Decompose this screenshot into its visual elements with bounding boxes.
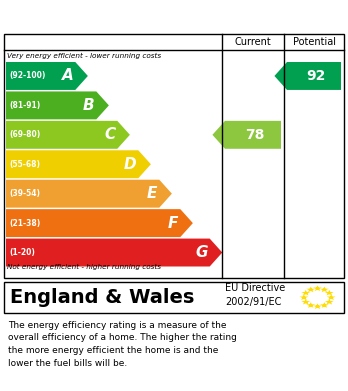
Text: F: F xyxy=(168,215,178,231)
Bar xyxy=(4,282,344,313)
Polygon shape xyxy=(300,294,308,300)
Text: (92-100): (92-100) xyxy=(9,72,45,81)
Polygon shape xyxy=(6,150,151,178)
Text: EU Directive
2002/91/EC: EU Directive 2002/91/EC xyxy=(225,283,285,307)
Text: Very energy efficient - lower running costs: Very energy efficient - lower running co… xyxy=(7,53,161,59)
Text: Not energy efficient - higher running costs: Not energy efficient - higher running co… xyxy=(7,264,161,270)
Polygon shape xyxy=(306,287,315,292)
Polygon shape xyxy=(301,299,310,305)
Text: Potential: Potential xyxy=(293,37,335,47)
Polygon shape xyxy=(6,239,222,267)
Text: Current: Current xyxy=(235,37,271,47)
Polygon shape xyxy=(212,121,281,149)
Text: C: C xyxy=(104,127,115,142)
Polygon shape xyxy=(327,294,335,300)
Polygon shape xyxy=(320,302,329,308)
Text: (39-54): (39-54) xyxy=(9,189,40,198)
Text: England & Wales: England & Wales xyxy=(10,288,195,307)
Text: (1-20): (1-20) xyxy=(9,248,35,257)
Text: G: G xyxy=(195,245,208,260)
Polygon shape xyxy=(313,303,322,309)
Polygon shape xyxy=(6,91,109,119)
Text: B: B xyxy=(83,98,94,113)
Polygon shape xyxy=(325,299,334,305)
Text: (21-38): (21-38) xyxy=(9,219,40,228)
Polygon shape xyxy=(301,290,310,296)
Polygon shape xyxy=(275,62,341,90)
Text: 78: 78 xyxy=(245,128,265,142)
Polygon shape xyxy=(306,302,315,308)
Text: 92: 92 xyxy=(306,69,326,83)
Polygon shape xyxy=(313,285,322,291)
Polygon shape xyxy=(6,121,130,149)
Polygon shape xyxy=(6,209,193,237)
Text: E: E xyxy=(147,186,157,201)
Text: (81-91): (81-91) xyxy=(9,101,40,110)
Text: (69-80): (69-80) xyxy=(9,130,40,139)
Polygon shape xyxy=(325,290,334,296)
Polygon shape xyxy=(6,62,88,90)
Text: The energy efficiency rating is a measure of the
overall efficiency of a home. T: The energy efficiency rating is a measur… xyxy=(8,321,237,368)
Text: D: D xyxy=(124,157,136,172)
Text: (55-68): (55-68) xyxy=(9,160,40,169)
Polygon shape xyxy=(6,180,172,208)
Text: A: A xyxy=(62,68,73,83)
Text: Energy Efficiency Rating: Energy Efficiency Rating xyxy=(10,7,239,25)
Polygon shape xyxy=(320,287,329,292)
